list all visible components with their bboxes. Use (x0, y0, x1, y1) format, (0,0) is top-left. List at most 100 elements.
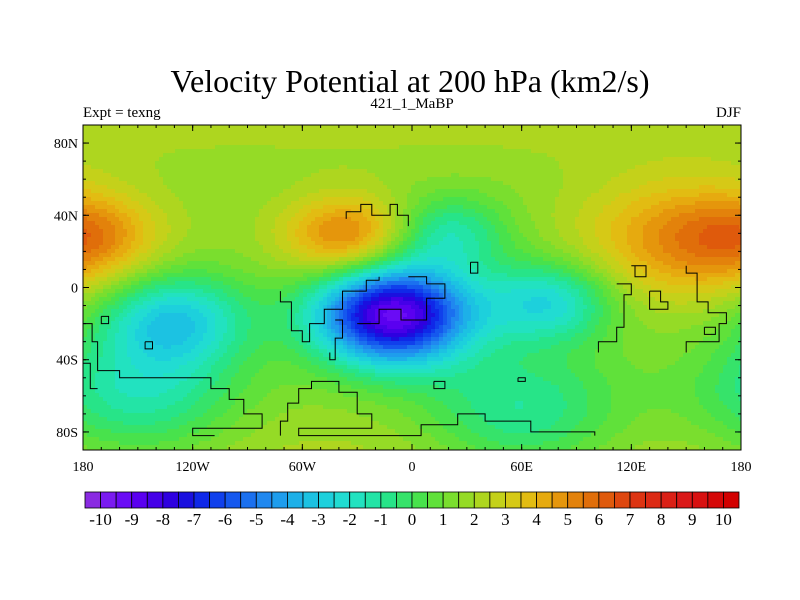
field-cell (311, 169, 316, 174)
field-cell (227, 353, 232, 358)
field-cell (115, 177, 120, 182)
field-cell (275, 265, 280, 270)
field-cell (95, 181, 100, 186)
field-cell (303, 273, 308, 278)
field-cell (95, 233, 100, 238)
field-cell (283, 405, 288, 410)
field-cell (135, 273, 140, 278)
field-cell (123, 353, 128, 358)
field-cell (123, 161, 128, 166)
field-cell (251, 133, 256, 138)
field-cell (295, 385, 300, 390)
field-cell (103, 341, 108, 346)
field-cell (299, 361, 304, 366)
field-cell (163, 249, 168, 254)
field-cell (103, 401, 108, 406)
field-cell (247, 209, 252, 214)
field-cell (179, 417, 184, 422)
field-cell (151, 285, 156, 290)
field-cell (103, 381, 108, 386)
field-cell (291, 137, 296, 142)
field-cell (95, 421, 100, 426)
field-cell (155, 397, 160, 402)
field-cell (123, 417, 128, 422)
field-cell (215, 241, 220, 246)
field-cell (315, 181, 320, 186)
field-cell (155, 277, 160, 282)
field-cell (119, 345, 124, 350)
field-cell (183, 277, 188, 282)
field-cell (231, 177, 236, 182)
field-cell (275, 249, 280, 254)
field-cell (163, 369, 168, 374)
field-cell (251, 125, 256, 130)
field-cell (255, 417, 260, 422)
field-cell (91, 381, 96, 386)
field-cell (119, 429, 124, 434)
field-cell (175, 297, 180, 302)
field-cell (259, 393, 264, 398)
field-cell (131, 129, 136, 134)
field-cell (175, 217, 180, 222)
field-cell (111, 353, 116, 358)
field-cell (315, 421, 320, 426)
field-cell (95, 405, 100, 410)
field-cell (303, 417, 308, 422)
field-cell (123, 129, 128, 134)
field-cell (219, 165, 224, 170)
field-cell (231, 165, 236, 170)
field-cell (111, 257, 116, 262)
field-cell (279, 297, 284, 302)
field-cell (139, 349, 144, 354)
field-cell (291, 405, 296, 410)
field-cell (179, 157, 184, 162)
field-cell (295, 393, 300, 398)
field-cell (319, 149, 324, 154)
field-cell (163, 149, 168, 154)
field-cell (87, 277, 92, 282)
field-cell (275, 425, 280, 430)
field-cell (315, 197, 320, 202)
field-cell (303, 213, 308, 218)
field-cell (299, 205, 304, 210)
field-cell (311, 205, 316, 210)
field-cell (155, 149, 160, 154)
field-cell (167, 217, 172, 222)
field-cell (87, 261, 92, 266)
field-cell (239, 381, 244, 386)
field-cell (279, 309, 284, 314)
field-cell (275, 289, 280, 294)
field-cell (83, 369, 88, 374)
field-cell (267, 417, 272, 422)
field-cell (299, 277, 304, 282)
field-cell (163, 233, 168, 238)
field-cell (259, 193, 264, 198)
field-cell (279, 337, 284, 342)
field-cell (179, 289, 184, 294)
field-cell (263, 313, 268, 318)
field-cell (111, 421, 116, 426)
field-cell (207, 389, 212, 394)
field-cell (175, 237, 180, 242)
field-cell (115, 137, 120, 142)
field-cell (323, 229, 328, 234)
field-cell (247, 381, 252, 386)
field-cell (271, 293, 276, 298)
field-cell (83, 309, 88, 314)
field-cell (207, 241, 212, 246)
field-cell (179, 233, 184, 238)
field-cell (179, 433, 184, 438)
field-cell (267, 153, 272, 158)
field-cell (219, 277, 224, 282)
field-cell (255, 337, 260, 342)
field-cell (263, 265, 268, 270)
field-cell (179, 241, 184, 246)
field-cell (323, 349, 328, 354)
field-cell (179, 145, 184, 150)
field-cell (239, 229, 244, 234)
field-cell (123, 337, 128, 342)
field-cell (259, 425, 264, 430)
field-cell (259, 345, 264, 350)
field-cell (267, 365, 272, 370)
field-cell (127, 309, 132, 314)
